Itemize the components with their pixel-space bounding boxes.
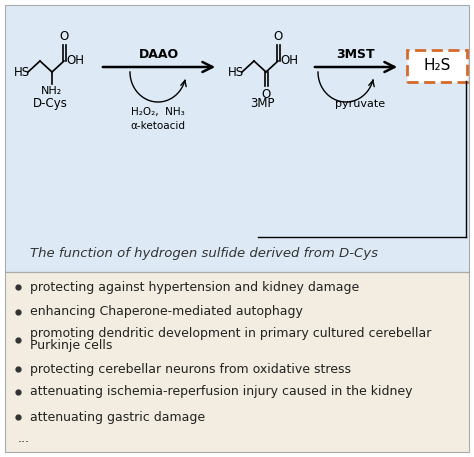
Text: HS: HS (228, 65, 244, 79)
Text: pyruvate: pyruvate (335, 99, 385, 109)
Text: Purkinje cells: Purkinje cells (30, 340, 112, 352)
Text: DAAO: DAAO (139, 48, 179, 60)
FancyBboxPatch shape (407, 50, 467, 82)
Text: attenuating ischemia-reperfusion injury caused in the kidney: attenuating ischemia-reperfusion injury … (30, 386, 412, 399)
Text: OH: OH (280, 54, 298, 68)
Text: H₂O₂,  NH₃
α-ketoacid: H₂O₂, NH₃ α-ketoacid (130, 107, 185, 131)
Text: O: O (59, 30, 69, 43)
Text: 3MST: 3MST (337, 48, 375, 60)
Text: O: O (261, 88, 271, 101)
Bar (5, 272, 469, 452)
Text: H₂S: H₂S (423, 58, 451, 74)
Text: OH: OH (66, 54, 84, 68)
Text: enhancing Chaperone-mediated autophagy: enhancing Chaperone-mediated autophagy (30, 305, 303, 319)
Text: HS: HS (14, 65, 30, 79)
Text: promoting dendritic development in primary cultured cerebellar: promoting dendritic development in prima… (30, 328, 431, 340)
Text: attenuating gastric damage: attenuating gastric damage (30, 410, 205, 424)
Text: ...: ... (18, 432, 30, 446)
Text: protecting against hypertension and kidney damage: protecting against hypertension and kidn… (30, 281, 359, 293)
Bar (5, 5, 469, 272)
Text: 3MP: 3MP (250, 97, 274, 110)
Text: NH₂: NH₂ (41, 86, 63, 96)
Text: The function of hydrogen sulfide derived from D-Cys: The function of hydrogen sulfide derived… (30, 247, 378, 260)
Text: D-Cys: D-Cys (33, 97, 67, 110)
Text: protecting cerebellar neurons from oxidative stress: protecting cerebellar neurons from oxida… (30, 362, 351, 376)
Text: O: O (273, 30, 283, 43)
